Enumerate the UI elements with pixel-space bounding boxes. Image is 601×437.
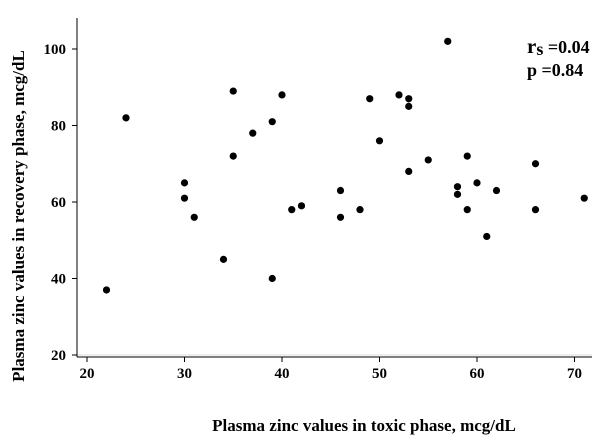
data-point bbox=[336, 186, 345, 195]
rs-symbol: r bbox=[527, 34, 536, 58]
x-tick-label: 40 bbox=[275, 366, 290, 382]
x-axis-ticks: 20 30 40 50 60 70 bbox=[80, 357, 582, 382]
data-point bbox=[424, 156, 432, 164]
data-point bbox=[473, 179, 481, 187]
data-point bbox=[102, 286, 111, 294]
y-tick-label: 40 bbox=[51, 272, 66, 288]
y-tick-label: 20 bbox=[51, 348, 66, 364]
data-point bbox=[180, 179, 189, 187]
data-point bbox=[375, 137, 384, 145]
x-tick-label: 50 bbox=[372, 366, 387, 382]
data-point bbox=[249, 129, 257, 137]
data-point bbox=[336, 213, 345, 221]
x-tick-label: 20 bbox=[80, 366, 95, 382]
rs-subscript: s bbox=[536, 39, 543, 59]
data-point bbox=[405, 167, 413, 175]
data-point bbox=[405, 95, 413, 103]
plot-frame bbox=[76, 18, 592, 358]
data-point bbox=[405, 102, 413, 110]
data-point bbox=[180, 194, 189, 202]
data-point bbox=[531, 160, 540, 168]
rs-value: =0.04 bbox=[543, 37, 589, 57]
x-tick-label: 70 bbox=[567, 366, 582, 382]
data-point bbox=[297, 202, 306, 210]
x-axis-title: Plasma zinc values in toxic phase, mcg/d… bbox=[212, 416, 516, 435]
data-point bbox=[229, 87, 237, 95]
data-point bbox=[444, 37, 452, 45]
data-point bbox=[288, 206, 296, 214]
data-point bbox=[453, 190, 462, 198]
data-point bbox=[268, 274, 276, 283]
data-point bbox=[483, 232, 491, 241]
data-point bbox=[278, 91, 286, 99]
data-point bbox=[580, 194, 588, 202]
data-point bbox=[366, 95, 374, 103]
data-point bbox=[463, 152, 471, 160]
x-tick-label: 30 bbox=[177, 366, 192, 382]
y-tick-label: 60 bbox=[51, 195, 66, 211]
data-point bbox=[492, 186, 501, 195]
y-tick-label: 100 bbox=[44, 42, 67, 58]
data-point bbox=[463, 206, 471, 214]
data-point bbox=[531, 206, 540, 214]
data-point bbox=[190, 213, 198, 221]
x-tick-label: 60 bbox=[470, 366, 485, 382]
data-point bbox=[268, 118, 276, 126]
data-point bbox=[229, 152, 237, 160]
data-point bbox=[453, 183, 462, 191]
y-tick-label: 80 bbox=[51, 119, 66, 135]
p-value-annotation: p =0.84 bbox=[527, 60, 583, 80]
data-point bbox=[122, 114, 130, 122]
data-points bbox=[102, 37, 588, 294]
data-point bbox=[219, 255, 228, 263]
y-axis-title: Plasma zinc values in recovery phase, mc… bbox=[9, 50, 28, 382]
data-point bbox=[395, 91, 403, 99]
data-point bbox=[356, 206, 364, 214]
spearman-rs-annotation: rs =0.04 bbox=[527, 34, 590, 59]
y-axis-ticks: 20 40 60 80 100 bbox=[44, 42, 77, 364]
